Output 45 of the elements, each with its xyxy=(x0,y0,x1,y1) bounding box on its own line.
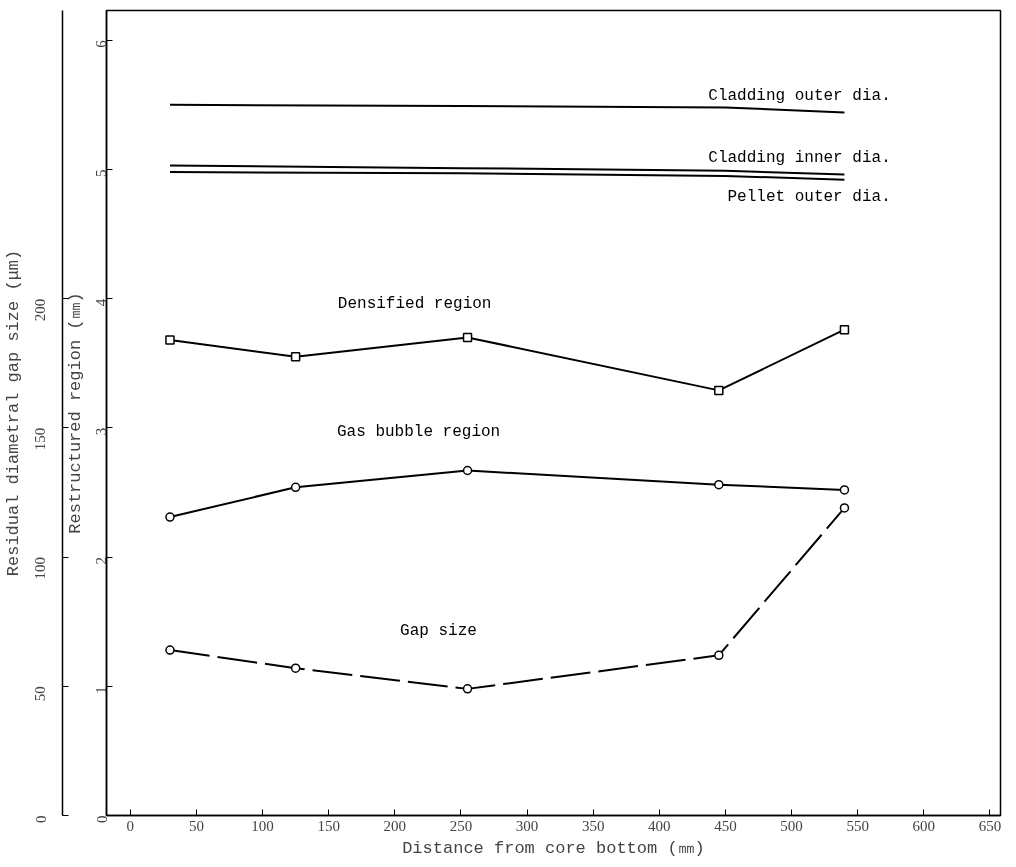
line-series xyxy=(168,171,846,181)
x-tick-label: 600 xyxy=(912,817,936,834)
y2-tick-label: 150 xyxy=(32,427,49,451)
x-tick-label: 150 xyxy=(317,817,340,834)
x-tick-label: 0 xyxy=(126,817,135,834)
x-tick-label: 100 xyxy=(251,817,274,834)
series-label: Densified region xyxy=(337,295,492,314)
y-tick-label: 6 xyxy=(93,39,110,48)
y2-tick-label: 100 xyxy=(32,557,49,580)
y-tick-label: 4 xyxy=(93,298,110,307)
y-tick-label: 5 xyxy=(93,169,110,177)
x-tick-label: 250 xyxy=(449,817,473,834)
point xyxy=(462,332,473,343)
x-tick-label: 500 xyxy=(780,817,803,834)
y-tick-label: 3 xyxy=(93,427,110,436)
x-tick-label: 650 xyxy=(978,817,1002,834)
point xyxy=(165,512,175,522)
x-tick-label: 50 xyxy=(188,817,204,834)
x-tick-label: 550 xyxy=(846,817,869,834)
point xyxy=(714,385,724,396)
point xyxy=(290,352,301,362)
y-tick-label: 1 xyxy=(93,686,110,694)
x-tick-label: 350 xyxy=(581,817,605,834)
point xyxy=(839,485,850,495)
point xyxy=(165,335,175,345)
series-label: Cladding inner dia. xyxy=(708,148,891,167)
point xyxy=(839,324,850,335)
x-tick-label: 450 xyxy=(714,817,737,834)
point xyxy=(462,465,473,476)
point xyxy=(290,482,301,493)
line-series xyxy=(168,103,846,114)
y-tick-label: 2 xyxy=(93,557,110,565)
x-tick-label: 400 xyxy=(648,817,671,834)
x-axis-title: Distance from core bottom (㎜) xyxy=(402,838,705,858)
y2-axis-title: Residual diametral gap size (μm) xyxy=(3,249,23,577)
y2-tick-label: 200 xyxy=(32,298,49,322)
x-tick-label: 200 xyxy=(383,817,407,834)
series-label: Cladding outer dia. xyxy=(708,86,891,105)
point xyxy=(714,479,724,490)
x-tick-label: 300 xyxy=(515,817,539,834)
series-label: Pellet outer dia. xyxy=(727,187,891,206)
y-axis-title: Restructured region (㎜) xyxy=(65,292,85,534)
text: Gap size xyxy=(400,622,477,641)
y2-tick-label: 50 xyxy=(32,686,49,702)
series-label: Gas bubble region xyxy=(336,423,501,442)
